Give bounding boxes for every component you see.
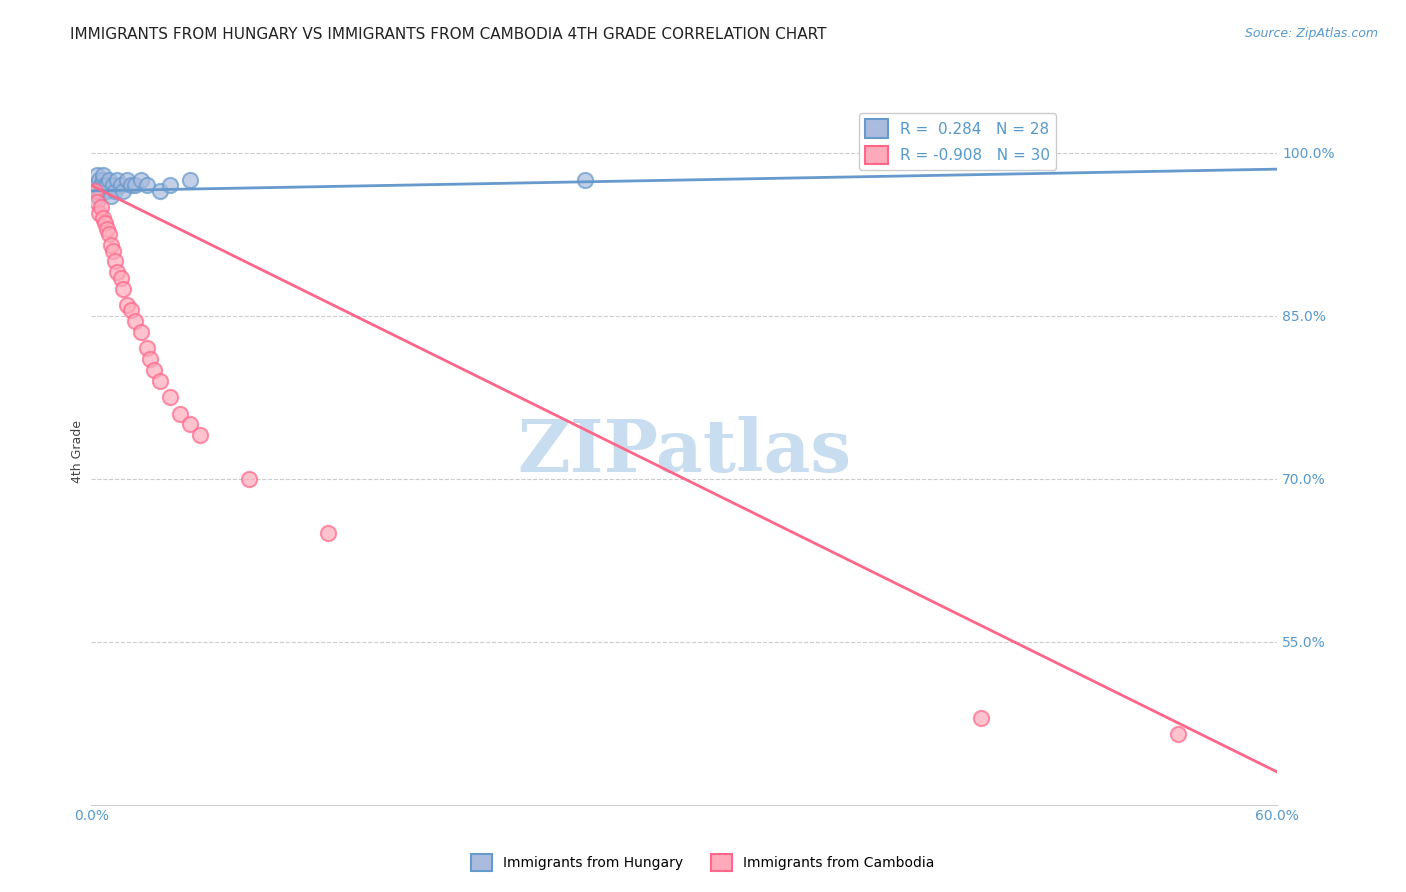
Point — [111, 184, 134, 198]
Point — [90, 178, 112, 193]
Point — [124, 314, 146, 328]
Point — [90, 200, 112, 214]
Point — [84, 184, 107, 198]
Point — [149, 184, 172, 198]
Point — [96, 222, 118, 236]
Point — [101, 244, 124, 258]
Point — [100, 238, 122, 252]
Point — [120, 303, 142, 318]
Point — [94, 178, 117, 193]
Point — [159, 390, 181, 404]
Point — [98, 227, 121, 242]
Point — [149, 374, 172, 388]
Point — [139, 352, 162, 367]
Point — [135, 342, 157, 356]
Point — [105, 173, 128, 187]
Point — [94, 216, 117, 230]
Point — [100, 189, 122, 203]
Point — [135, 178, 157, 193]
Point — [86, 189, 108, 203]
Point — [179, 417, 201, 432]
Point — [111, 282, 134, 296]
Point — [124, 178, 146, 193]
Point — [87, 189, 110, 203]
Point — [115, 298, 138, 312]
Legend: R =  0.284   N = 28, R = -0.908   N = 30: R = 0.284 N = 28, R = -0.908 N = 30 — [859, 113, 1056, 170]
Point — [104, 254, 127, 268]
Point — [105, 265, 128, 279]
Text: Source: ZipAtlas.com: Source: ZipAtlas.com — [1244, 27, 1378, 40]
Point — [96, 178, 118, 193]
Point — [143, 363, 166, 377]
Point — [318, 526, 340, 541]
Point — [87, 173, 110, 187]
Text: ZIPatlas: ZIPatlas — [517, 416, 851, 487]
Text: IMMIGRANTS FROM HUNGARY VS IMMIGRANTS FROM CAMBODIA 4TH GRADE CORRELATION CHART: IMMIGRANTS FROM HUNGARY VS IMMIGRANTS FR… — [70, 27, 827, 42]
Point — [91, 211, 114, 225]
Point — [188, 428, 211, 442]
Point — [96, 184, 118, 198]
Point — [86, 194, 108, 209]
Point — [87, 205, 110, 219]
Point — [169, 407, 191, 421]
Point — [86, 168, 108, 182]
Point — [98, 173, 121, 187]
Point — [104, 184, 127, 198]
Point — [110, 270, 132, 285]
Point — [129, 325, 152, 339]
Point — [574, 173, 596, 187]
Point — [129, 173, 152, 187]
Point — [970, 711, 993, 725]
Point — [115, 173, 138, 187]
Point — [159, 178, 181, 193]
Legend: Immigrants from Hungary, Immigrants from Cambodia: Immigrants from Hungary, Immigrants from… — [465, 848, 941, 876]
Point — [90, 184, 112, 198]
Y-axis label: 4th Grade: 4th Grade — [72, 420, 84, 483]
Point — [110, 178, 132, 193]
Point — [1167, 727, 1189, 741]
Point — [101, 178, 124, 193]
Point — [120, 178, 142, 193]
Point — [179, 173, 201, 187]
Point — [238, 472, 260, 486]
Point — [84, 178, 107, 193]
Point — [91, 168, 114, 182]
Point — [91, 173, 114, 187]
